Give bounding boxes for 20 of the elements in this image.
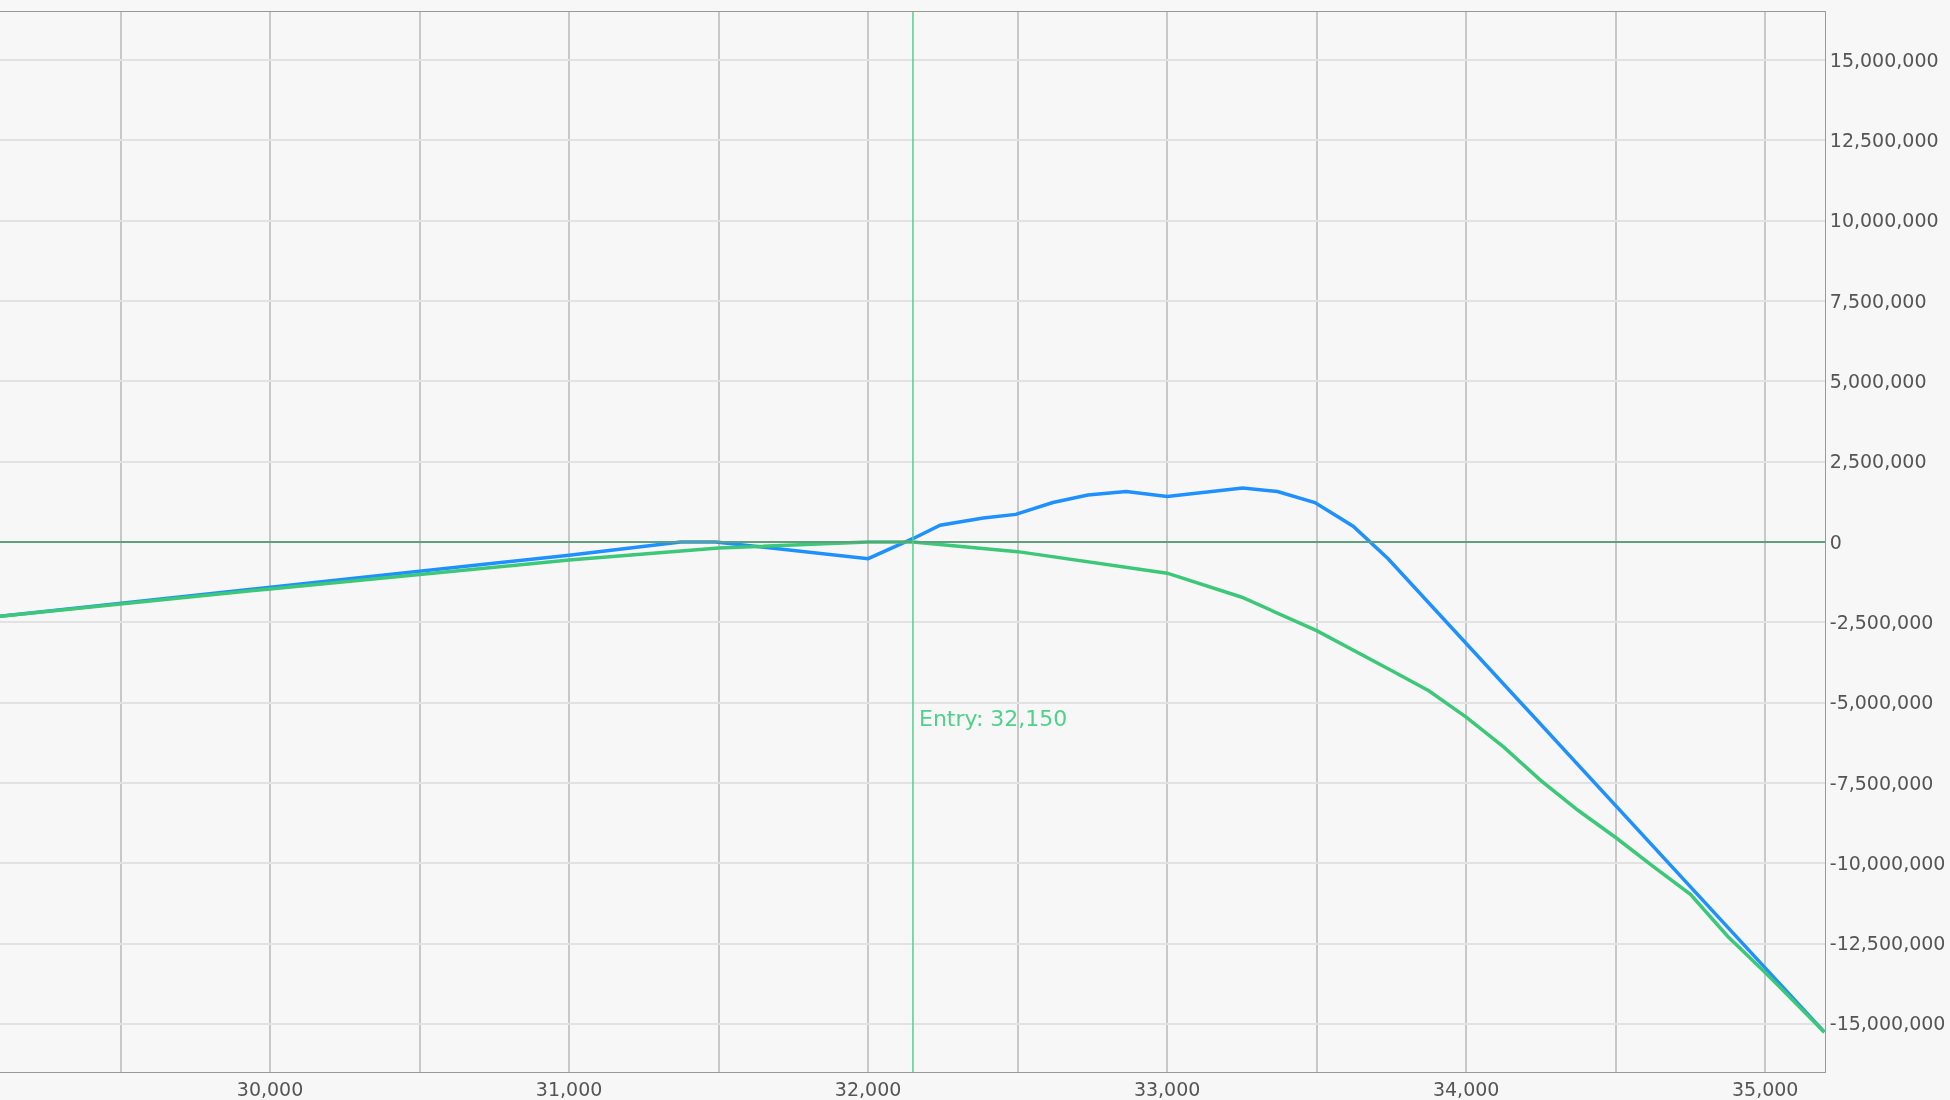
- y-tick-label: -7,500,000: [1829, 771, 1934, 794]
- ref-line-label: Entry: 32,150: [919, 706, 1068, 731]
- y-tick-label: -5,000,000: [1829, 691, 1934, 714]
- y-tick-label: 12,500,000: [1829, 129, 1939, 152]
- x-tick-label: 33,000: [1133, 1077, 1201, 1100]
- x-tick-label: 35,000: [1731, 1077, 1799, 1100]
- x-tick-label: 30,000: [236, 1077, 304, 1100]
- y-tick-label: 10,000,000: [1829, 209, 1939, 232]
- x-tick-label: 32,000: [834, 1077, 902, 1100]
- y-tick-label: 0: [1829, 530, 1842, 553]
- x-tick-label: 34,000: [1432, 1077, 1500, 1100]
- y-tick-label: 15,000,000: [1829, 48, 1939, 71]
- y-tick-label: -15,000,000: [1829, 1012, 1946, 1035]
- y-tick-label: -2,500,000: [1829, 610, 1934, 633]
- y-tick-label: 5,000,000: [1829, 370, 1927, 393]
- y-tick-label: 2,500,000: [1829, 450, 1927, 473]
- y-tick-label: -12,500,000: [1829, 932, 1946, 955]
- x-tick-label: 31,000: [535, 1077, 603, 1100]
- y-tick-label: -10,000,000: [1829, 851, 1946, 874]
- y-tick-label: 7,500,000: [1829, 289, 1927, 312]
